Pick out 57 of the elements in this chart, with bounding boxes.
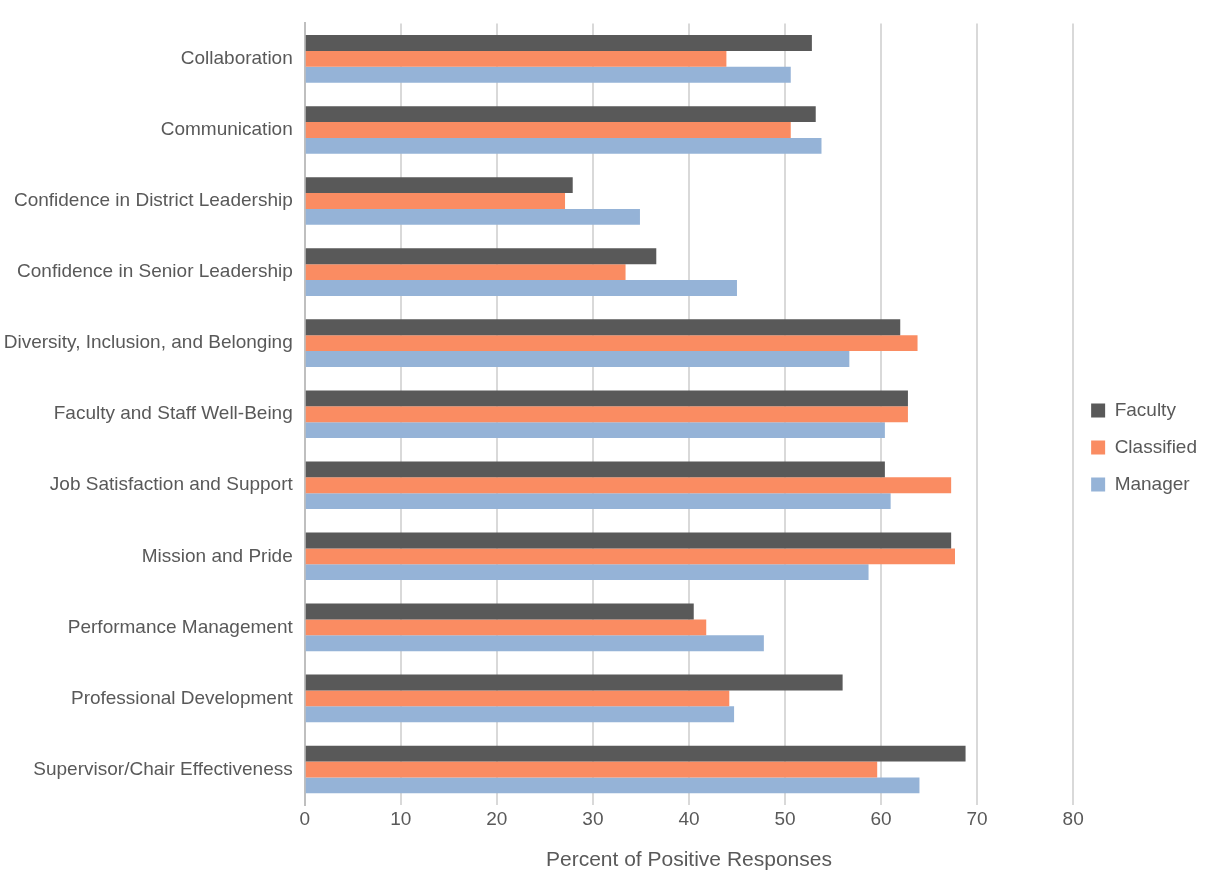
bar <box>305 35 812 51</box>
bar <box>305 248 657 265</box>
y-tick-label: Faculty and Staff Well-Being <box>53 402 293 424</box>
bar <box>305 137 822 154</box>
bar <box>305 335 918 352</box>
bar <box>305 493 891 510</box>
y-tick-label: Diversity, Inclusion, and Belonging <box>3 331 293 353</box>
bar <box>305 777 920 794</box>
bar <box>305 745 966 762</box>
bar <box>305 264 626 281</box>
bar <box>305 603 694 620</box>
bar <box>305 406 908 423</box>
x-tick-label: 40 <box>678 807 700 829</box>
bar <box>305 532 952 549</box>
bar <box>305 461 885 478</box>
bar <box>305 674 843 691</box>
x-tick-label: 0 <box>299 807 311 829</box>
y-tick-label: Confidence in Senior Leadership <box>17 260 293 282</box>
x-tick-label: 70 <box>966 807 988 829</box>
y-tick-label: Professional Development <box>70 686 294 708</box>
bar <box>305 477 952 494</box>
legend-label: Classified <box>1114 435 1198 457</box>
x-axis-title: Percent of Positive Responses <box>545 847 832 871</box>
x-tick-label: 50 <box>774 807 796 829</box>
bar <box>305 50 727 67</box>
x-tick-label: 30 <box>582 807 604 829</box>
y-tick-label: Collaboration <box>180 47 293 69</box>
bar <box>305 619 707 636</box>
x-tick-label: 60 <box>870 807 892 829</box>
y-tick-label: Job Satisfaction and Support <box>49 473 294 495</box>
bar <box>305 351 850 367</box>
bar <box>305 280 737 296</box>
bar <box>305 122 791 138</box>
bar <box>305 564 869 581</box>
y-tick-label: Supervisor/Chair Effectiveness <box>33 757 293 779</box>
bar <box>305 193 566 209</box>
bar <box>305 422 885 438</box>
bar <box>305 319 901 336</box>
x-tick-label: 20 <box>486 807 508 829</box>
bar <box>305 690 730 707</box>
bar <box>305 106 816 123</box>
bar <box>305 761 878 778</box>
bar <box>305 208 640 225</box>
bar <box>305 177 573 194</box>
bar <box>305 390 908 407</box>
y-tick-label: Communication <box>160 118 293 140</box>
x-tick-label: 80 <box>1062 807 1084 829</box>
bar <box>305 66 791 83</box>
y-tick-label: Performance Management <box>67 615 294 637</box>
legend-label: Faculty <box>1114 398 1177 420</box>
bar <box>305 635 764 652</box>
bar <box>305 706 735 723</box>
legend-label: Manager <box>1114 472 1191 494</box>
x-tick-label: 10 <box>390 807 412 829</box>
bar <box>305 548 955 565</box>
y-tick-label: Mission and Pride <box>141 544 293 566</box>
y-tick-label: Confidence in District Leadership <box>13 189 293 211</box>
